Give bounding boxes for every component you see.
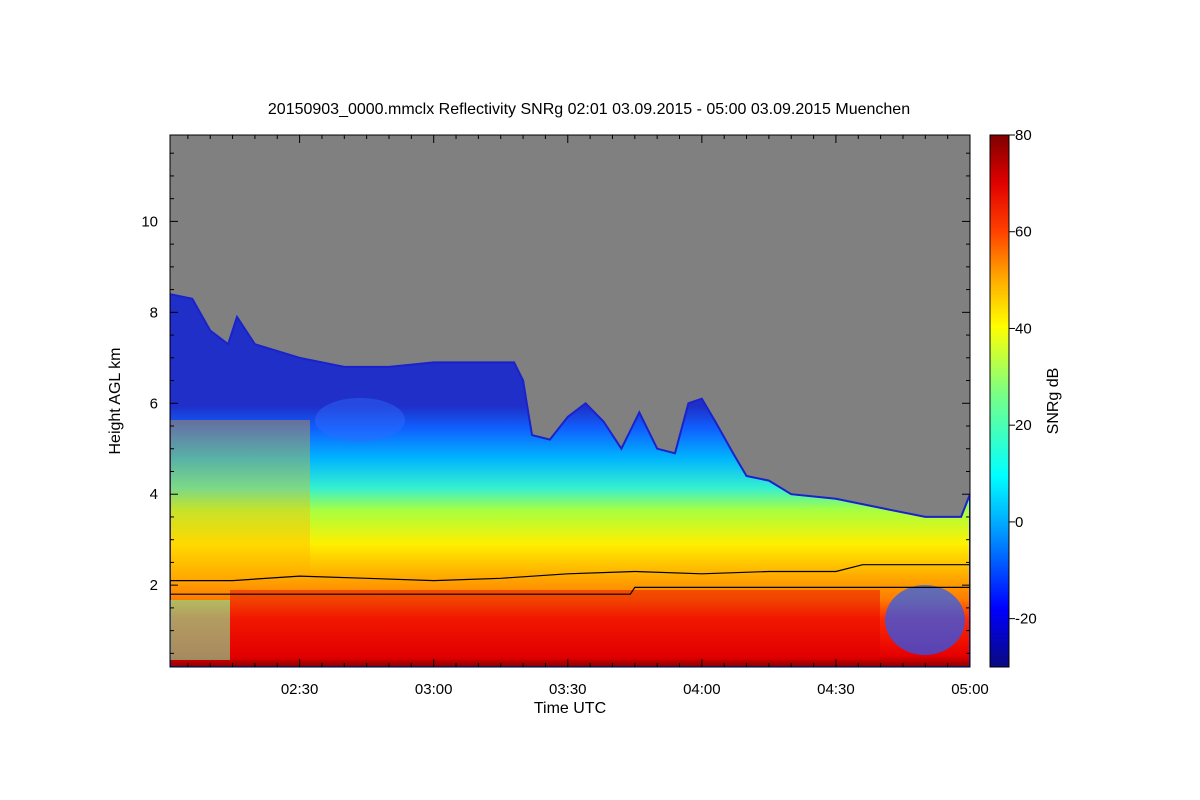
boundary-line-2: [170, 586, 970, 595]
y-tick-label: 8: [150, 304, 158, 321]
colorbar-tick-label: 40: [1015, 320, 1032, 337]
colorbar-label: SNRg dB: [1045, 368, 1062, 435]
chart-title: 20150903_0000.mmclx Reflectivity SNRg 02…: [268, 101, 910, 118]
colorbar-tick-label: 80: [1015, 127, 1032, 144]
warm-region-left: [170, 420, 310, 580]
colorbar-tick-label: -20: [1015, 611, 1037, 628]
y-tick-label: 10: [141, 213, 158, 230]
boundary-line-1: [170, 564, 970, 582]
x-tick-label: 02:30: [281, 681, 319, 698]
reflectivity-field: [170, 293, 970, 667]
low-snr-pocket: [315, 398, 405, 442]
colorbar: [989, 134, 1010, 668]
x-axis-label: Time UTC: [534, 700, 606, 717]
strong-echo-band: [230, 590, 880, 660]
weak-echo-patch-left: [170, 600, 230, 660]
colorbar-tick-label: 0: [1015, 514, 1023, 531]
y-tick-label: 2: [150, 577, 158, 594]
x-tick-label: 05:00: [951, 681, 989, 698]
x-tick-label: 03:00: [415, 681, 453, 698]
colorbar-tick-label: 60: [1015, 224, 1032, 241]
x-tick-label: 03:30: [549, 681, 587, 698]
weak-echo-patch-right: [885, 585, 965, 655]
x-tick-label: 04:00: [683, 681, 721, 698]
y-tick-label: 6: [150, 395, 158, 412]
y-tick-label: 4: [150, 486, 158, 503]
plot-frame: [169, 134, 971, 668]
x-tick-label: 04:30: [817, 681, 855, 698]
y-axis-label: Height AGL km: [107, 347, 124, 454]
colorbar-tick-label: 20: [1015, 417, 1032, 434]
